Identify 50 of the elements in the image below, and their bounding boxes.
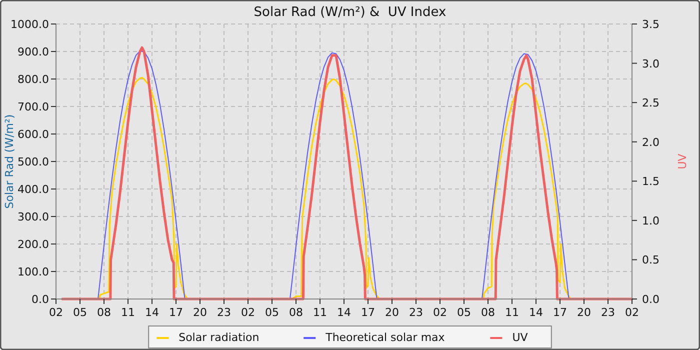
x-tick-label: 20 bbox=[385, 306, 399, 319]
x-tick-label: 02 bbox=[49, 306, 63, 319]
x-tick-label: 08 bbox=[289, 306, 303, 319]
legend-label: UV bbox=[512, 331, 528, 344]
legend-label: Theoretical solar max bbox=[324, 331, 446, 344]
legend-label: Solar radiation bbox=[178, 331, 260, 344]
x-tick-label: 08 bbox=[481, 306, 495, 319]
x-tick-label: 17 bbox=[169, 306, 183, 319]
y-tick-label: 1000.0 bbox=[10, 18, 49, 31]
x-tick-label: 17 bbox=[361, 306, 375, 319]
y-tick-label: 200.0 bbox=[18, 238, 49, 251]
x-tick-label: 23 bbox=[409, 306, 423, 319]
x-tick-label: 08 bbox=[97, 306, 111, 319]
x-tick-label: 02 bbox=[433, 306, 447, 319]
x-tick-label: 23 bbox=[217, 306, 231, 319]
chart-title: Solar Rad (W/m²) & UV Index bbox=[254, 5, 447, 20]
x-tick-label: 23 bbox=[601, 306, 615, 319]
x-tick-label: 20 bbox=[577, 306, 591, 319]
y2-axis-title: UV bbox=[676, 153, 689, 170]
x-tick-label: 02 bbox=[625, 306, 639, 319]
y-tick-label: 500.0 bbox=[18, 156, 49, 168]
x-tick-label: 05 bbox=[73, 306, 87, 319]
x-tick-label: 14 bbox=[145, 306, 159, 319]
x-tick-label: 11 bbox=[505, 306, 519, 319]
y2-tick-label: 1.0 bbox=[642, 214, 660, 228]
y-axis-title: Solar Rad (W/m²) bbox=[3, 114, 16, 209]
x-tick-label: 02 bbox=[241, 306, 255, 319]
y-tick-label: 700.0 bbox=[18, 100, 49, 114]
y2-tick-label: 2.5 bbox=[642, 96, 660, 110]
y-tick-label: 900.0 bbox=[18, 46, 49, 58]
y2-tick-label: 3.5 bbox=[642, 18, 660, 31]
y2-tick-label: 0.0 bbox=[642, 293, 660, 306]
x-tick-label: 11 bbox=[121, 306, 135, 319]
y-tick-label: 100.0 bbox=[18, 266, 49, 278]
x-tick-label: 14 bbox=[337, 306, 351, 319]
x-tick-label: 11 bbox=[313, 306, 327, 319]
y-tick-label: 300.0 bbox=[18, 210, 49, 224]
y2-tick-label: 0.5 bbox=[642, 254, 660, 267]
x-tick-label: 20 bbox=[193, 306, 207, 319]
y-tick-label: 400.0 bbox=[18, 183, 49, 196]
x-tick-label: 14 bbox=[529, 306, 543, 319]
x-tick-label: 05 bbox=[457, 306, 471, 319]
y2-tick-label: 3.0 bbox=[642, 57, 660, 70]
y-tick-label: 600.0 bbox=[18, 128, 49, 141]
y-tick-label: 0.0 bbox=[32, 293, 49, 306]
x-tick-label: 05 bbox=[265, 306, 279, 319]
x-tick-label: 17 bbox=[553, 306, 567, 319]
y2-tick-label: 2.0 bbox=[642, 136, 660, 149]
y2-tick-label: 1.5 bbox=[642, 175, 660, 188]
y-tick-label: 800.0 bbox=[18, 73, 49, 86]
